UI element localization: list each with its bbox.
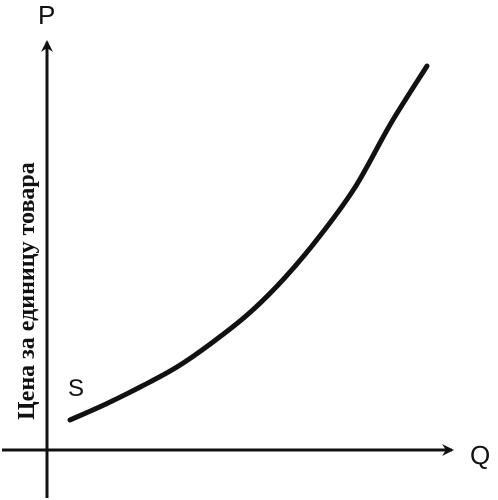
y-axis-symbol: P: [38, 0, 55, 30]
series-label-s: S: [68, 375, 84, 402]
plot-area: S: [67, 63, 430, 423]
x-axis-label: Q: [470, 440, 490, 470]
y-axis-label: Цена за единицу товара: [14, 162, 40, 420]
supply-curve-s: [67, 63, 430, 423]
